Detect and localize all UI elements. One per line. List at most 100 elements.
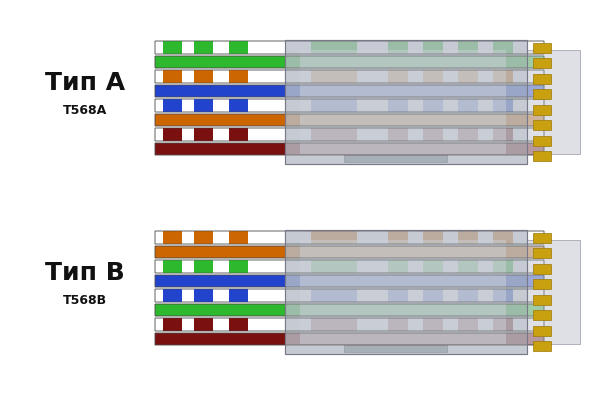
Bar bbox=[194, 128, 214, 140]
Bar bbox=[163, 128, 182, 140]
Bar bbox=[527, 240, 580, 344]
Bar bbox=[155, 289, 544, 302]
Bar bbox=[155, 260, 544, 273]
Bar bbox=[458, 231, 478, 244]
Bar bbox=[533, 105, 551, 115]
Bar bbox=[229, 289, 248, 302]
Bar bbox=[155, 84, 544, 97]
Bar bbox=[533, 295, 551, 305]
Bar bbox=[155, 55, 544, 68]
Bar bbox=[163, 70, 182, 82]
Bar bbox=[388, 318, 408, 330]
Bar bbox=[155, 113, 544, 126]
Bar bbox=[458, 318, 478, 330]
Bar bbox=[493, 99, 513, 111]
Text: Тип B: Тип B bbox=[45, 261, 125, 285]
Bar bbox=[194, 99, 214, 111]
Bar bbox=[155, 275, 544, 287]
Bar bbox=[533, 74, 551, 84]
Bar bbox=[155, 246, 544, 258]
Bar bbox=[424, 99, 443, 111]
Bar bbox=[155, 84, 544, 97]
Bar bbox=[155, 41, 544, 53]
Bar bbox=[194, 318, 214, 330]
Bar bbox=[424, 260, 443, 273]
Bar bbox=[533, 264, 551, 274]
Bar bbox=[533, 58, 551, 68]
Bar bbox=[311, 231, 357, 244]
Bar bbox=[458, 128, 478, 140]
Bar bbox=[424, 289, 443, 302]
Bar bbox=[155, 70, 544, 82]
Bar bbox=[493, 128, 513, 140]
Bar bbox=[533, 248, 551, 258]
Bar bbox=[424, 318, 443, 330]
Bar bbox=[533, 43, 551, 53]
Bar bbox=[155, 41, 544, 53]
Bar bbox=[458, 260, 478, 273]
Bar bbox=[229, 231, 248, 244]
Bar bbox=[533, 151, 551, 161]
Bar bbox=[388, 128, 408, 140]
Bar bbox=[155, 231, 544, 244]
Bar bbox=[155, 142, 544, 155]
Bar bbox=[155, 318, 544, 330]
Bar bbox=[194, 70, 214, 82]
Bar bbox=[311, 260, 357, 273]
Bar bbox=[229, 128, 248, 140]
Bar bbox=[229, 318, 248, 330]
Bar bbox=[311, 318, 357, 330]
Bar bbox=[155, 289, 544, 302]
Bar bbox=[458, 289, 478, 302]
Bar bbox=[533, 326, 551, 336]
Bar bbox=[155, 99, 544, 111]
Bar bbox=[458, 99, 478, 111]
Bar bbox=[285, 230, 527, 354]
Bar bbox=[229, 70, 248, 82]
Bar bbox=[155, 231, 544, 244]
Bar bbox=[493, 70, 513, 82]
Bar bbox=[155, 304, 544, 316]
Bar bbox=[533, 136, 551, 146]
Bar bbox=[155, 246, 544, 258]
Bar bbox=[194, 289, 214, 302]
Bar bbox=[300, 240, 506, 344]
Bar bbox=[424, 231, 443, 244]
Bar bbox=[424, 128, 443, 140]
Bar bbox=[493, 260, 513, 273]
Bar bbox=[163, 318, 182, 330]
Bar bbox=[155, 113, 544, 126]
Bar bbox=[388, 70, 408, 82]
Bar bbox=[194, 260, 214, 273]
Bar bbox=[155, 318, 544, 330]
Bar bbox=[493, 289, 513, 302]
Bar bbox=[229, 260, 248, 273]
Bar bbox=[533, 120, 551, 130]
Bar bbox=[155, 70, 544, 82]
Bar bbox=[229, 41, 248, 53]
Bar bbox=[311, 128, 357, 140]
Bar bbox=[533, 310, 551, 320]
Bar bbox=[163, 99, 182, 111]
Bar bbox=[285, 230, 527, 354]
Bar bbox=[493, 231, 513, 244]
Bar bbox=[344, 345, 447, 353]
Bar bbox=[155, 55, 544, 68]
Bar bbox=[194, 231, 214, 244]
Bar bbox=[527, 50, 580, 154]
Text: Тип A: Тип A bbox=[45, 71, 125, 95]
Bar bbox=[300, 50, 506, 154]
Bar bbox=[155, 260, 544, 273]
Bar bbox=[533, 279, 551, 289]
Bar bbox=[155, 333, 544, 345]
Bar bbox=[533, 233, 551, 243]
Bar bbox=[424, 41, 443, 53]
Bar bbox=[155, 333, 544, 345]
Bar bbox=[533, 89, 551, 99]
Bar bbox=[155, 99, 544, 111]
Bar bbox=[155, 128, 544, 140]
Bar bbox=[533, 341, 551, 351]
Bar bbox=[163, 260, 182, 273]
Bar bbox=[388, 289, 408, 302]
Bar bbox=[311, 41, 357, 53]
